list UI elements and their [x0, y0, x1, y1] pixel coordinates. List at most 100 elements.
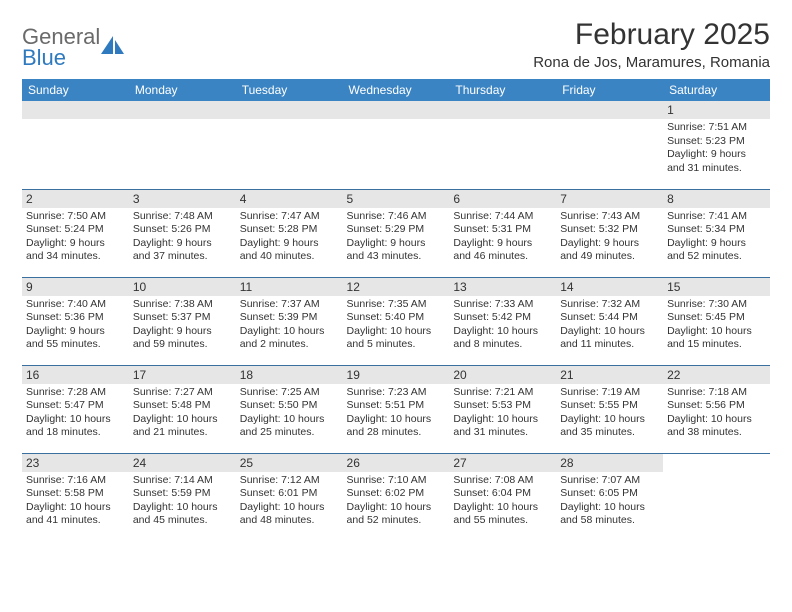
- day-detail: Sunrise: 7:47 AM: [240, 210, 339, 224]
- day-number: 15: [663, 278, 770, 296]
- day-detail: and 21 minutes.: [133, 426, 232, 440]
- day-detail: Daylight: 10 hours: [667, 413, 766, 427]
- day-detail: Sunset: 5:37 PM: [133, 311, 232, 325]
- day-number: 2: [22, 190, 129, 208]
- calendar-cell: [556, 101, 663, 189]
- day-number: 1: [663, 101, 770, 119]
- day-detail: Sunset: 5:53 PM: [453, 399, 552, 413]
- calendar-row: 23Sunrise: 7:16 AMSunset: 5:58 PMDayligh…: [22, 453, 770, 541]
- day-number: 14: [556, 278, 663, 296]
- day-detail: Sunrise: 7:33 AM: [453, 298, 552, 312]
- calendar-cell: 23Sunrise: 7:16 AMSunset: 5:58 PMDayligh…: [22, 453, 129, 541]
- day-detail: and 31 minutes.: [453, 426, 552, 440]
- brand-line2: Blue: [22, 48, 100, 68]
- day-detail: and 40 minutes.: [240, 250, 339, 264]
- day-number: 12: [343, 278, 450, 296]
- day-detail: and 28 minutes.: [347, 426, 446, 440]
- day-detail: Daylight: 10 hours: [453, 413, 552, 427]
- calendar-cell: 2Sunrise: 7:50 AMSunset: 5:24 PMDaylight…: [22, 189, 129, 277]
- day-detail: Daylight: 10 hours: [347, 413, 446, 427]
- weekday-header: Monday: [129, 79, 236, 101]
- day-detail: Sunrise: 7:27 AM: [133, 386, 232, 400]
- calendar-cell: 1Sunrise: 7:51 AMSunset: 5:23 PMDaylight…: [663, 101, 770, 189]
- day-number: 27: [449, 454, 556, 472]
- day-detail: Sunset: 5:55 PM: [560, 399, 659, 413]
- day-detail: Daylight: 9 hours: [667, 148, 766, 162]
- day-detail: Sunset: 5:59 PM: [133, 487, 232, 501]
- day-detail: and 34 minutes.: [26, 250, 125, 264]
- day-detail: Sunrise: 7:14 AM: [133, 474, 232, 488]
- blank-daynum-bar: [556, 101, 663, 119]
- day-detail: Daylight: 10 hours: [560, 413, 659, 427]
- day-detail: and 55 minutes.: [26, 338, 125, 352]
- calendar-table: Sunday Monday Tuesday Wednesday Thursday…: [22, 79, 770, 541]
- day-number: 4: [236, 190, 343, 208]
- calendar-row: 2Sunrise: 7:50 AMSunset: 5:24 PMDaylight…: [22, 189, 770, 277]
- calendar-cell: [343, 101, 450, 189]
- day-detail: Daylight: 9 hours: [240, 237, 339, 251]
- calendar-cell: [236, 101, 343, 189]
- day-number: 10: [129, 278, 236, 296]
- day-detail: Sunset: 5:50 PM: [240, 399, 339, 413]
- day-detail: Sunset: 5:58 PM: [26, 487, 125, 501]
- day-detail: Sunrise: 7:51 AM: [667, 121, 766, 135]
- day-detail: Sunrise: 7:43 AM: [560, 210, 659, 224]
- day-detail: Sunset: 5:36 PM: [26, 311, 125, 325]
- blank-daynum-bar: [343, 101, 450, 119]
- day-detail: Sunset: 5:28 PM: [240, 223, 339, 237]
- day-detail: and 58 minutes.: [560, 514, 659, 528]
- month-title: February 2025: [533, 18, 770, 52]
- day-detail: Daylight: 9 hours: [26, 237, 125, 251]
- day-detail: Sunrise: 7:23 AM: [347, 386, 446, 400]
- day-detail: and 52 minutes.: [667, 250, 766, 264]
- blank-daynum-bar: [449, 101, 556, 119]
- day-detail: Daylight: 10 hours: [667, 325, 766, 339]
- day-detail: and 25 minutes.: [240, 426, 339, 440]
- header: General Blue February 2025 Rona de Jos, …: [22, 18, 770, 71]
- calendar-cell: 5Sunrise: 7:46 AMSunset: 5:29 PMDaylight…: [343, 189, 450, 277]
- day-detail: Sunrise: 7:08 AM: [453, 474, 552, 488]
- day-detail: Sunset: 5:34 PM: [667, 223, 766, 237]
- blank-daynum-bar: [236, 101, 343, 119]
- day-detail: Sunset: 5:47 PM: [26, 399, 125, 413]
- day-detail: Sunset: 5:24 PM: [26, 223, 125, 237]
- day-number: 21: [556, 366, 663, 384]
- day-detail: Daylight: 9 hours: [347, 237, 446, 251]
- day-detail: Daylight: 9 hours: [560, 237, 659, 251]
- calendar-cell: [449, 101, 556, 189]
- calendar-cell: 3Sunrise: 7:48 AMSunset: 5:26 PMDaylight…: [129, 189, 236, 277]
- day-detail: Daylight: 10 hours: [26, 413, 125, 427]
- day-number: 7: [556, 190, 663, 208]
- weekday-header: Wednesday: [343, 79, 450, 101]
- calendar-row: 9Sunrise: 7:40 AMSunset: 5:36 PMDaylight…: [22, 277, 770, 365]
- day-detail: Sunrise: 7:30 AM: [667, 298, 766, 312]
- day-detail: Sunset: 5:31 PM: [453, 223, 552, 237]
- blank-daynum-bar: [129, 101, 236, 119]
- day-detail: Sunset: 5:40 PM: [347, 311, 446, 325]
- calendar-cell: 19Sunrise: 7:23 AMSunset: 5:51 PMDayligh…: [343, 365, 450, 453]
- calendar-cell: 11Sunrise: 7:37 AMSunset: 5:39 PMDayligh…: [236, 277, 343, 365]
- day-detail: Daylight: 10 hours: [453, 325, 552, 339]
- day-detail: Sunrise: 7:10 AM: [347, 474, 446, 488]
- day-detail: Daylight: 10 hours: [347, 325, 446, 339]
- day-number: 9: [22, 278, 129, 296]
- day-detail: and 55 minutes.: [453, 514, 552, 528]
- day-detail: and 46 minutes.: [453, 250, 552, 264]
- day-detail: Sunset: 6:04 PM: [453, 487, 552, 501]
- day-detail: and 41 minutes.: [26, 514, 125, 528]
- calendar-cell: 16Sunrise: 7:28 AMSunset: 5:47 PMDayligh…: [22, 365, 129, 453]
- day-detail: and 37 minutes.: [133, 250, 232, 264]
- day-detail: and 38 minutes.: [667, 426, 766, 440]
- day-detail: and 2 minutes.: [240, 338, 339, 352]
- day-number: 11: [236, 278, 343, 296]
- brand-text: General Blue: [22, 26, 100, 68]
- day-detail: Sunset: 5:48 PM: [133, 399, 232, 413]
- day-detail: Daylight: 9 hours: [26, 325, 125, 339]
- calendar-cell: 25Sunrise: 7:12 AMSunset: 6:01 PMDayligh…: [236, 453, 343, 541]
- day-detail: Sunset: 5:26 PM: [133, 223, 232, 237]
- header-right: February 2025 Rona de Jos, Maramures, Ro…: [533, 18, 770, 71]
- day-number: 16: [22, 366, 129, 384]
- day-detail: Sunset: 5:32 PM: [560, 223, 659, 237]
- brand-logo: General Blue: [22, 18, 126, 68]
- day-detail: Sunset: 5:29 PM: [347, 223, 446, 237]
